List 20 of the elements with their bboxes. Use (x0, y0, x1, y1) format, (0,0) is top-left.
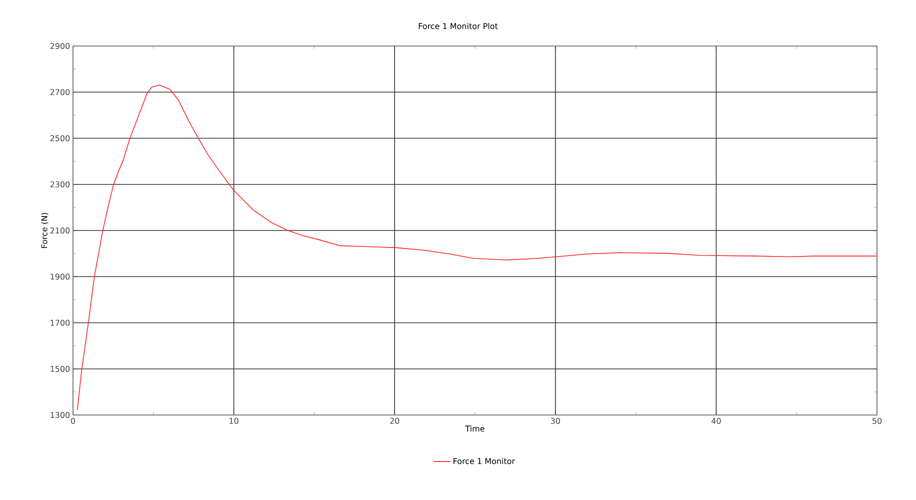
y-tick-label: 1700 (50, 320, 70, 326)
x-tick-label: 0 (70, 418, 76, 424)
y-tick-label: 2100 (50, 227, 70, 234)
y-axis-title: Force (N) (41, 212, 48, 248)
y-tick-label: 1500 (50, 366, 70, 372)
y-tick-label: 2300 (50, 181, 70, 188)
x-tick-label: 40 (712, 418, 721, 424)
x-tick-label: 30 (550, 418, 560, 424)
x-tick-label: 50 (872, 418, 882, 424)
x-tick-label: 20 (390, 418, 400, 424)
legend-label: Force 1 Monitor (454, 458, 516, 464)
y-tick-label: 2500 (50, 135, 70, 142)
y-tick-label: 2900 (50, 42, 70, 50)
y-tick-label: 1900 (50, 274, 70, 280)
chart-title: Force 1 Monitor Plot (418, 22, 498, 30)
y-tick-label: 2700 (50, 89, 70, 96)
x-tick-label: 10 (230, 418, 238, 424)
line-series (76, 84, 878, 410)
y-tick-label: 1300 (50, 412, 70, 418)
x-axis-title: Time (465, 425, 484, 432)
